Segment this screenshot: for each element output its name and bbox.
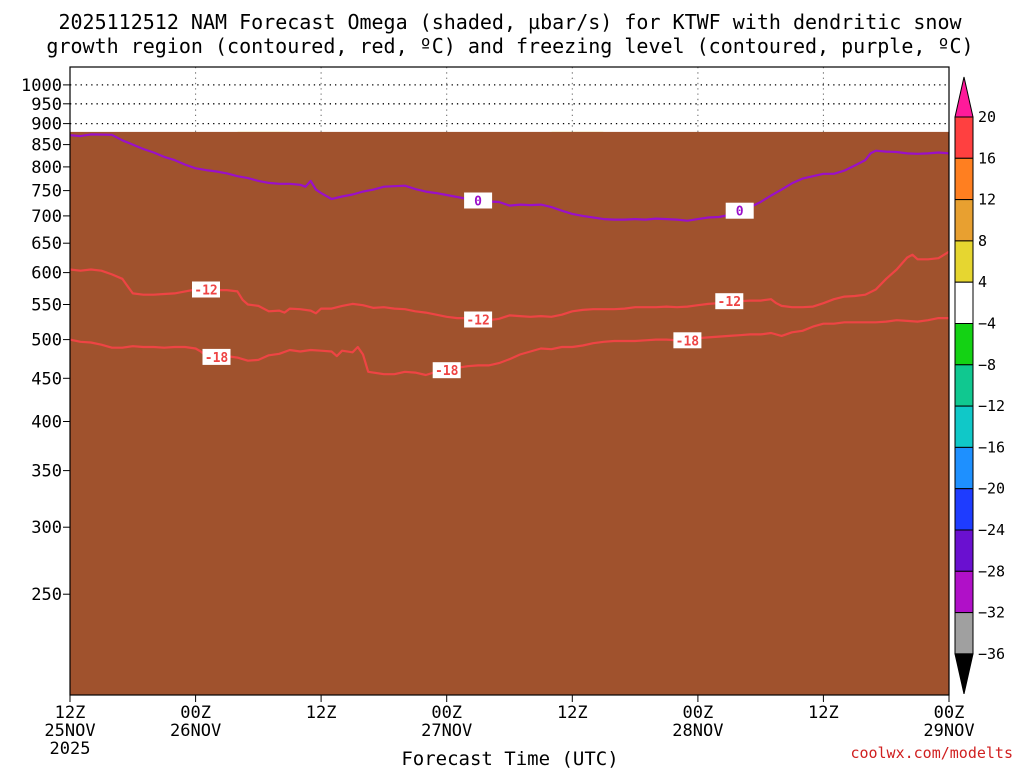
y-tick-label-750: 750 [31,182,62,202]
colorbar-bottom-triangle [954,653,974,695]
x-tick-label-h24-0: 12Z [306,703,337,723]
colorbar-label-1: 16 [978,149,996,167]
colorbar-label-13: −36 [978,645,1005,663]
contour-label-bg [432,362,461,379]
x-tick-label-h0-2: 2025 [50,739,91,759]
y-tick-label-300: 300 [31,518,62,538]
plot-area: -18 -18 -18 -12 -12 -12 0 0 [69,66,950,696]
contour-label-bg [673,332,702,349]
y-tick-label-650: 650 [31,234,62,254]
colorbar-swatch-11 [954,529,974,572]
x-tick-label-h12-1: 26NOV [170,721,221,741]
y-tick-label-500: 500 [31,331,62,351]
colorbar-swatch-6 [954,323,974,366]
colorbar-swatch-12 [954,570,974,614]
colorbar-swatch-5 [954,281,974,325]
colorbar: 20 16 12 8 4 −4 −8 −12 −16 −20 −24 −28 −32 −36 [954,76,1005,695]
colorbar-label-9: −20 [978,480,1005,498]
colorbar-label-11: −28 [978,562,1005,580]
colorbar-swatch-13 [954,612,974,655]
contour-label-0: 0 [736,205,744,220]
colorbar-swatch-4 [954,240,974,283]
colorbar-label-12: −32 [978,604,1005,622]
colorbar-label-7: −12 [978,397,1005,415]
contour-label-bg [192,281,220,298]
colorbar-label-8: −16 [978,438,1005,456]
y-tick-label-1000: 1000 [21,76,62,96]
contour-label-bg [464,311,493,328]
contour-label--18: -18 [205,351,229,366]
ground-below-surface [70,131,949,695]
x-tick-label-h36-0: 00Z [431,703,462,723]
x-tick-label-h36-1: 27NOV [421,721,472,741]
y-tick-label-950: 950 [31,95,62,115]
x-tick-label-h60-1: 28NOV [672,721,723,741]
contour-label--12: -12 [194,284,217,299]
x-tick-label-h12-0: 00Z [180,703,211,723]
colorbar-top-triangle [954,76,974,118]
y-tick-label-800: 800 [31,158,62,178]
colorbar-label-4: 4 [978,273,987,291]
colorbar-label-5: −4 [978,315,996,333]
y-tick-label-600: 600 [31,264,62,284]
contour-label-bg [715,293,744,310]
contour-label-0: 0 [474,195,482,210]
y-tick-label-900: 900 [31,115,62,135]
x-tick-label-h0-1: 25NOV [44,721,95,741]
chart-title-line-1: 2025112512 NAM Forecast Omega (shaded, µ… [58,10,962,34]
contour-label--12: -12 [466,314,489,329]
contour-label--18: -18 [676,334,700,349]
colorbar-swatch-1 [954,116,974,159]
contour-label-bg [725,202,754,219]
colorbar-swatch-9 [954,446,974,490]
colorbar-label-6: −8 [978,356,996,374]
contour-label-bg [464,192,493,209]
contour-label--12: -12 [718,295,741,310]
plot-frame [69,66,950,696]
chart-title-line-2: growth region (contoured, red, ºC) and f… [46,34,973,58]
x-tick-label-h48-0: 12Z [557,703,588,723]
pressure-axis: 2503003504004505005506006507007508008509… [21,76,70,605]
x-axis-label: Forecast Time (UTC) [401,748,618,768]
y-tick-label-400: 400 [31,413,62,433]
x-tick-label-h60-0: 00Z [683,703,714,723]
colorbar-label-10: −24 [978,521,1005,539]
y-tick-label-550: 550 [31,296,62,316]
credit-text: coolwx.com/modelts [850,744,1013,762]
contour-label--18: -18 [435,364,459,379]
colorbar-swatch-3 [954,199,974,242]
contour-line-0 [70,133,949,222]
colorbar-label-0: 20 [978,108,996,126]
colorbar-swatch-2 [954,157,974,201]
colorbar-label-2: 12 [978,191,996,209]
colorbar-swatch-10 [954,488,974,531]
colorbar-swatch-7 [954,364,974,407]
y-tick-label-450: 450 [31,369,62,389]
colorbar-label-3: 8 [978,232,987,250]
x-tick-label-h72-0: 12Z [808,703,839,723]
colorbar-swatch-8 [954,405,974,448]
contour-layer: -18 -18 -18 -12 -12 -12 0 0 [70,133,949,379]
y-tick-label-350: 350 [31,462,62,482]
y-tick-label-700: 700 [31,207,62,227]
y-tick-label-250: 250 [31,585,62,605]
x-tick-label-h0-0: 12Z [55,703,86,723]
contour-label-bg [202,348,231,365]
x-tick-label-h84-0: 00Z [934,703,965,723]
x-tick-label-h84-1: 29NOV [923,721,974,741]
y-tick-label-850: 850 [31,136,62,156]
